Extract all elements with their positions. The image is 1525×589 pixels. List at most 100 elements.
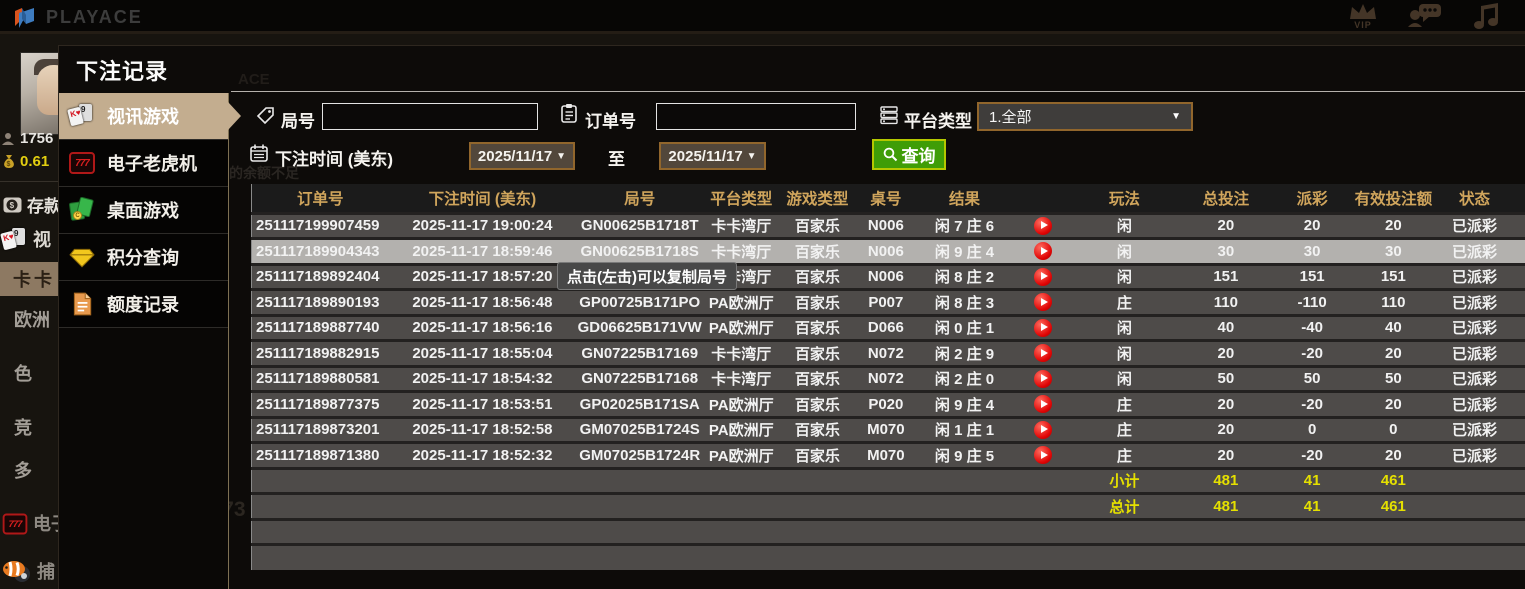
play-icon <box>1041 425 1049 434</box>
menu-item-table-games[interactable]: C 桌面游戏 <box>59 187 228 234</box>
play-icon <box>1041 297 1049 306</box>
table-row[interactable]: 251117189880581 2025-11-17 18:54:32 GN07… <box>251 364 1525 392</box>
table-games-icon: C <box>68 196 95 223</box>
col-payout: 派彩 <box>1276 184 1348 213</box>
col-table: 桌号 <box>855 184 917 213</box>
lobby-tab-kaka-active[interactable]: 卡卡 <box>0 262 58 296</box>
round-filter-label: 局号 <box>281 112 315 131</box>
play-video-button[interactable] <box>1034 344 1053 363</box>
table-header-row: 订单号 下注时间 (美东) 局号 平台类型 游戏类型 桌号 结果 玩法 总投注 … <box>251 184 1525 213</box>
vip-label: VIP <box>1354 20 1372 30</box>
play-video-button[interactable] <box>1034 242 1053 261</box>
calendar-icon <box>250 144 268 162</box>
table-row[interactable]: 251117189877375 2025-11-17 18:53:51 GP02… <box>251 390 1525 417</box>
menu-item-quota-records[interactable]: 额度记录 <box>59 281 228 328</box>
menu-item-points[interactable]: 积分查询 <box>59 234 228 281</box>
subtotal-label: 小计 <box>1073 466 1176 494</box>
lobby-tab-duo[interactable]: 多 <box>14 461 32 481</box>
platform-filter-label: 平台类型 <box>904 112 972 131</box>
playing-cards-icon: 9 K♥ <box>0 227 28 251</box>
play-video-button[interactable] <box>1034 267 1053 286</box>
play-video-button[interactable] <box>1034 216 1053 235</box>
slot-777-icon: 777 <box>69 150 95 176</box>
play-video-button[interactable] <box>1034 369 1053 388</box>
deposit-button[interactable]: $ 存款 <box>3 192 61 217</box>
platform-list-icon <box>880 106 898 125</box>
search-icon <box>883 147 897 162</box>
table-row[interactable]: 251117189892404 2025-11-17 18:57:20 GN00… <box>251 262 1525 290</box>
play-icon <box>1041 221 1049 230</box>
col-game-cut: 游 <box>1510 184 1525 213</box>
lobby-tab-fishing[interactable]: 捕 <box>2 558 55 584</box>
table-row[interactable]: 251117199907459 2025-11-17 19:00:24 GN00… <box>251 211 1525 239</box>
play-icon <box>1041 374 1049 383</box>
support-chat-icon <box>1408 4 1441 27</box>
svg-text:$: $ <box>7 161 11 168</box>
subtotal-payout: 41 <box>1276 466 1348 494</box>
subtotal-row: 小计 481 41 461 <box>251 466 1525 494</box>
clipboard-icon <box>561 104 577 123</box>
dialog-menu: 9 K♥ 视讯游戏 777 电子老虎机 C 桌面游戏 <box>59 93 241 589</box>
crown-icon <box>1350 4 1376 19</box>
col-game-type: 游戏类型 <box>779 184 856 213</box>
order-input[interactable] <box>656 103 856 130</box>
divider <box>231 91 1525 92</box>
table-row[interactable]: 251117189887740 2025-11-17 18:56:16 GD06… <box>251 313 1525 341</box>
menu-item-slots[interactable]: 777 电子老虎机 <box>59 140 228 187</box>
copy-round-tooltip: 点击(左击)可以复制局号 <box>557 262 737 290</box>
col-valid-bet: 有效投注额 <box>1347 184 1439 213</box>
lobby-tab-jing[interactable]: 竞 <box>14 418 32 438</box>
menu-item-video-games[interactable]: 9 K♥ 视讯游戏 <box>59 93 241 140</box>
col-order: 订单号 <box>251 184 389 213</box>
date-from-picker[interactable]: 2025/11/17 ▼ <box>469 142 575 170</box>
query-button[interactable]: 查询 <box>872 139 946 170</box>
brand-logo[interactable]: PLAYACE <box>13 5 143 29</box>
col-status: 状态 <box>1439 184 1511 213</box>
slots-777-icon: 777 <box>2 513 28 535</box>
table-row[interactable]: 251117189873201 2025-11-17 18:52:58 GM07… <box>251 415 1525 443</box>
play-video-button[interactable] <box>1034 395 1053 414</box>
video-cards-icon: 9 K♥ <box>67 103 95 129</box>
total-row: 总计 481 41 461 <box>251 492 1525 519</box>
play-icon <box>1041 450 1049 459</box>
user-icon <box>2 132 14 145</box>
total-label: 总计 <box>1073 492 1176 519</box>
empty-row <box>251 543 1525 570</box>
customer-service-button[interactable] <box>1405 2 1445 32</box>
top-bar: PLAYACE VIP <box>0 0 1525 34</box>
play-video-button[interactable] <box>1034 420 1053 439</box>
play-video-button[interactable] <box>1034 293 1053 312</box>
vip-button[interactable]: VIP <box>1343 2 1383 32</box>
play-icon <box>1041 348 1049 357</box>
date-to-picker[interactable]: 2025/11/17 ▼ <box>659 142 766 170</box>
lobby-tab-se[interactable]: 色 <box>14 364 32 384</box>
clownfish-icon <box>3 561 30 582</box>
music-button[interactable] <box>1467 2 1507 32</box>
platform-select[interactable]: 1.全部 ▼ <box>977 102 1193 131</box>
table-row[interactable]: 251117189882915 2025-11-17 18:55:04 GN07… <box>251 339 1525 366</box>
date-range-to-label: 至 <box>608 150 625 169</box>
table-row[interactable]: 251117189890193 2025-11-17 18:56:48 GP00… <box>251 288 1525 315</box>
round-input[interactable] <box>322 103 538 130</box>
music-note-icon <box>1474 3 1498 29</box>
table-row[interactable]: 251117189904343 2025-11-17 18:59:46 GN00… <box>251 237 1525 264</box>
money-bag-icon: $ <box>4 155 14 168</box>
diamond-icon <box>69 244 95 270</box>
brand-name: PLAYACE <box>46 6 143 27</box>
bet-time-filter-label: 下注时间 (美东) <box>275 150 394 169</box>
total-payout: 41 <box>1276 492 1348 519</box>
svg-text:$: $ <box>10 201 15 210</box>
col-total-bet: 总投注 <box>1175 184 1277 213</box>
total-bet: 481 <box>1175 492 1277 519</box>
chevron-down-icon: ▼ <box>1171 111 1181 122</box>
lobby-tab-video[interactable]: 9 K♥ 视 <box>0 226 51 252</box>
tag-icon <box>256 107 274 125</box>
play-video-button[interactable] <box>1034 318 1053 337</box>
play-video-button[interactable] <box>1034 446 1053 465</box>
order-filter-label: 订单号 <box>585 112 636 131</box>
total-valid: 461 <box>1347 492 1439 519</box>
lobby-tab-europe[interactable]: 欧洲 <box>14 310 50 330</box>
play-icon <box>1041 272 1049 281</box>
table-row[interactable]: 251117189871380 2025-11-17 18:52:32 GM07… <box>251 441 1525 468</box>
